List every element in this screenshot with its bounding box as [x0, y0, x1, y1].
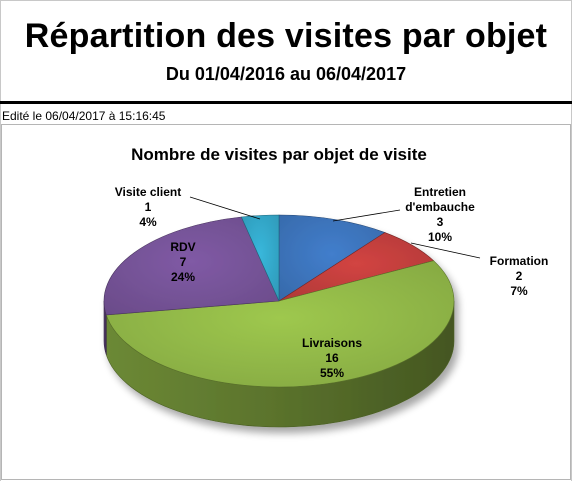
slice-label-percent-1: 7%	[510, 284, 528, 298]
slice-label-value-2: 16	[325, 351, 339, 365]
window-left-border	[0, 0, 1, 481]
edited-timestamp: Edité le 06/04/2017 à 15:16:45	[2, 109, 166, 123]
pie-slice-3	[103, 216, 280, 316]
slice-label-value-4: 1	[145, 200, 152, 214]
pie-slice-0	[278, 214, 386, 302]
slice-label-percent-4: 4%	[139, 215, 157, 229]
slice-label-name-3: RDV	[170, 240, 195, 254]
slice-label-percent-0: 10%	[428, 230, 452, 244]
slice-label-percent-2: 55%	[320, 366, 344, 380]
slice-label-name-0: d'embauche	[405, 200, 475, 214]
slice-label-value-3: 7	[180, 255, 187, 269]
slice-label-name-1: Formation	[490, 254, 549, 268]
slice-label-name-2: Livraisons	[302, 336, 362, 350]
leader-line-1	[410, 242, 481, 259]
slice-label-value-1: 2	[516, 269, 523, 283]
report-date-range: Du 01/04/2016 au 06/04/2017	[165, 64, 407, 84]
leader-line-4	[189, 196, 261, 220]
chart-title: Nombre de visites par objet de visite	[131, 145, 427, 164]
report-title: Répartition des visites par objet	[24, 17, 548, 55]
title-separator	[0, 101, 572, 104]
slice-label-percent-3: 24%	[171, 270, 195, 284]
slice-label-name-4: Visite client	[115, 185, 181, 199]
slice-label-name-0: Entretien	[414, 185, 466, 199]
leader-line-0	[332, 209, 401, 222]
slice-label-value-0: 3	[437, 215, 444, 229]
window-top-border	[0, 0, 572, 1]
pie-slice-4	[240, 214, 280, 302]
pie-slice-2	[105, 260, 455, 388]
